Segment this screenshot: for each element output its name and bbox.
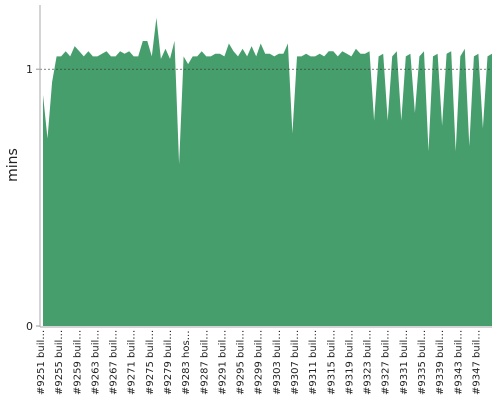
x-tick-label: #9271 buil… <box>127 330 138 395</box>
x-tick-label: #9315 buil… <box>326 330 337 395</box>
x-tick-label: #9319 buil… <box>344 330 355 395</box>
x-tick-label: #9323 buil… <box>363 330 374 395</box>
x-tick-label: #9295 buil… <box>236 330 247 395</box>
x-tick-label: #9299 buil… <box>254 330 265 395</box>
x-tick-label: #9267 buil… <box>109 330 120 395</box>
x-tick-label: #9311 buil… <box>308 330 319 395</box>
x-tick-label: #9335 buil… <box>417 330 428 395</box>
y-tick-label: 0 <box>26 320 33 333</box>
x-tick-label: #9275 buil… <box>145 330 156 395</box>
x-tick-label: #9347 buil… <box>471 330 482 395</box>
x-tick-label: #9287 buil… <box>199 330 210 395</box>
x-tick-label: #9255 buil… <box>54 330 65 395</box>
x-tick-label: #9259 buil… <box>72 330 83 395</box>
x-tick-label: #9331 buil… <box>399 330 410 395</box>
x-tick-label: #9251 buil… <box>36 330 47 395</box>
x-tick-label: #9263 buil… <box>90 330 101 395</box>
x-tick-label: #9283 hos… <box>181 330 192 395</box>
area <box>43 17 492 327</box>
x-tick-label: #9291 buil… <box>217 330 228 395</box>
x-tick-label: #9339 buil… <box>435 330 446 395</box>
x-tick-label: #9327 buil… <box>381 330 392 395</box>
y-axis-label: mins <box>5 148 21 182</box>
x-tick-label: #9279 buil… <box>163 330 174 395</box>
y-tick-label: 1 <box>26 63 33 76</box>
x-tick-label: #9343 buil… <box>453 330 464 395</box>
x-tick-label: #9303 buil… <box>272 330 283 395</box>
x-tick-label: #9307 buil… <box>290 330 301 395</box>
